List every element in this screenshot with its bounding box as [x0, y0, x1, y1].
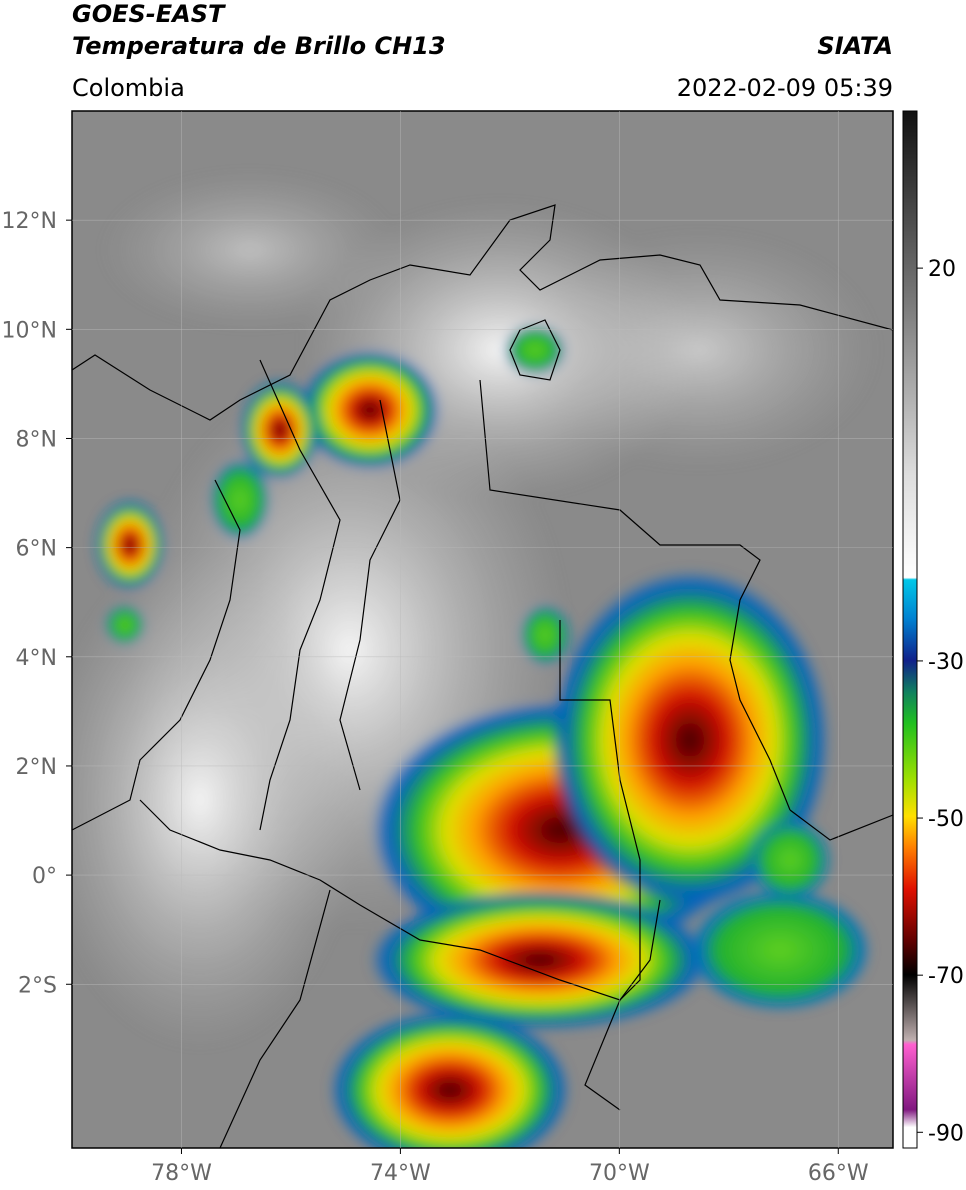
y-tick-label: 6°N — [16, 537, 57, 562]
subtitle: Temperatura de Brillo CH13 — [72, 32, 446, 60]
y-tick-label: 8°N — [16, 427, 57, 452]
header: GOES-EAST Temperatura de Brillo CH13 SIA… — [72, 0, 893, 102]
title: GOES-EAST — [72, 0, 226, 28]
y-tick-label: 0° — [32, 864, 57, 889]
colorbar-tick-label: 20 — [928, 257, 956, 282]
region: Colombia — [72, 74, 185, 102]
x-tick-label: 66°W — [808, 1161, 869, 1186]
x-tick-label: 74°W — [370, 1161, 431, 1186]
y-tick-label: 10°N — [2, 318, 57, 343]
agency: SIATA — [817, 32, 893, 60]
colorbar-tick-label: -30 — [928, 650, 964, 675]
colorbar-tick-label: -70 — [928, 964, 964, 989]
y-tick-label: 12°N — [2, 209, 57, 234]
datetime: 2022-02-09 05:39 — [677, 74, 893, 102]
colorbar-tick-label: -50 — [928, 807, 964, 832]
y-tick-label: 2°S — [18, 973, 57, 998]
satellite-image — [72, 111, 893, 1148]
y-tick-label: 2°N — [16, 755, 57, 780]
y-tick-label: 4°N — [16, 646, 57, 671]
x-tick-label: 70°W — [589, 1161, 650, 1186]
colorbar-tick-label: -90 — [928, 1121, 964, 1146]
x-tick-label: 78°W — [151, 1161, 212, 1186]
colorbar — [902, 110, 918, 1149]
map-frame — [71, 110, 894, 1149]
